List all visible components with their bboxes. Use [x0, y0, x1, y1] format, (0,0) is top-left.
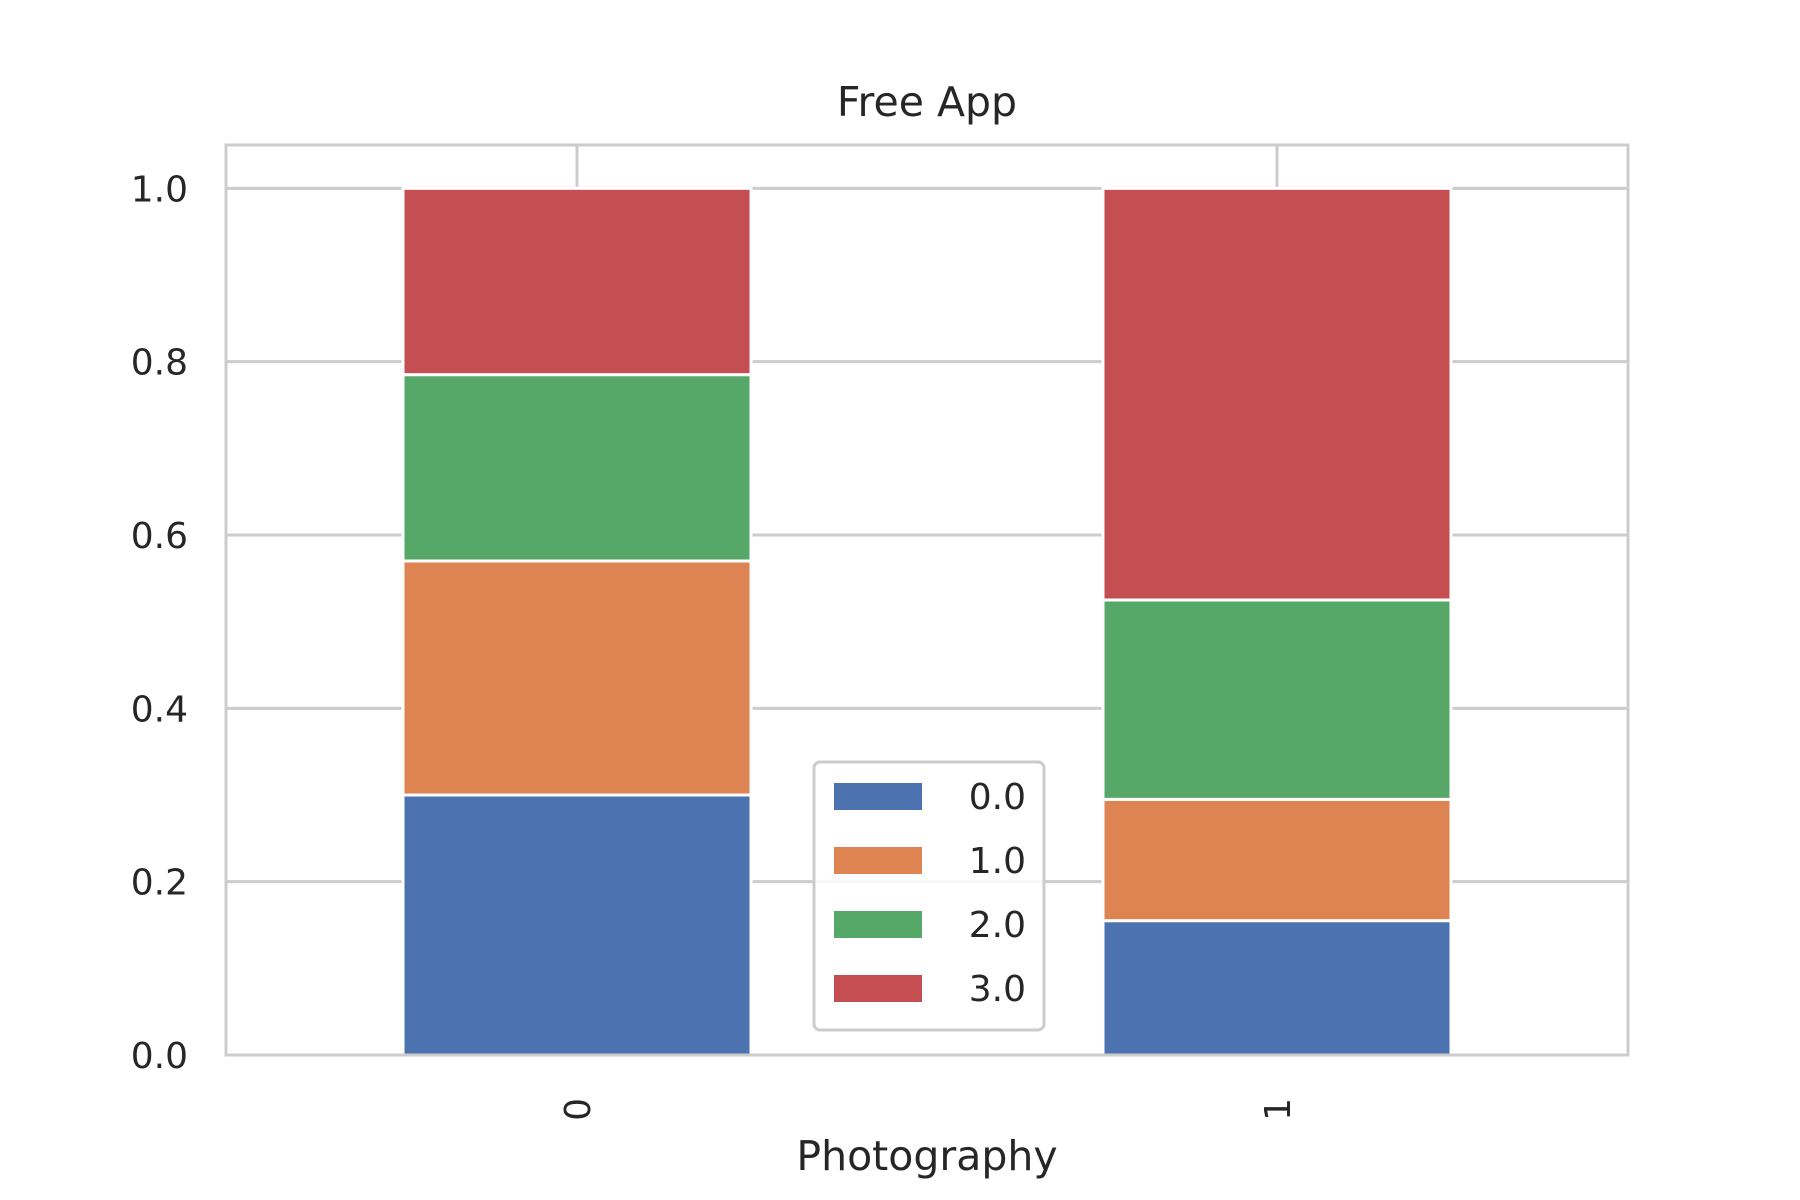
legend-label: 3.0 [969, 969, 1026, 1010]
chart-title: Free App [837, 78, 1017, 126]
x-tick-label: 0 [558, 1098, 599, 1121]
y-tick-label: 0.8 [131, 343, 188, 384]
bar-segment-0-3.0 [401, 186, 753, 377]
legend-label: 2.0 [969, 905, 1026, 946]
y-tick-label: 0.2 [131, 863, 188, 904]
bar-segment-1-2.0 [1101, 598, 1453, 801]
legend-label: 0.0 [969, 777, 1026, 818]
y-tick-label: 0.6 [131, 516, 188, 557]
bar-segment-0-1.0 [401, 559, 753, 797]
legend: 0.0 1.0 2.0 3.0 [812, 760, 1046, 1032]
bar-segment-1-1.0 [1101, 797, 1453, 923]
y-tick-label: 1.0 [131, 169, 188, 210]
bar-segment-0-0.0 [401, 793, 753, 1057]
x-tick-label: 1 [1258, 1098, 1299, 1121]
legend-swatch [834, 783, 922, 810]
legend-label: 1.0 [969, 841, 1026, 882]
legend-swatch [834, 975, 922, 1002]
plot-frame [224, 143, 1630, 1057]
bar-segment-1-0.0 [1101, 919, 1453, 1057]
y-tick-label: 0.4 [131, 689, 188, 730]
y-tick-label: 0.0 [131, 1036, 188, 1077]
legend-swatch [834, 911, 922, 938]
bar-segment-0-2.0 [401, 373, 753, 563]
bar-segment-1-3.0 [1101, 186, 1453, 602]
y-axis-ticks: 0.0 0.2 0.4 0.6 0.8 1.0 [131, 169, 188, 1077]
legend-box [812, 760, 1046, 1032]
x-axis-label: Photography [796, 1132, 1057, 1180]
bars [401, 186, 1453, 1057]
legend-swatch [834, 847, 922, 874]
